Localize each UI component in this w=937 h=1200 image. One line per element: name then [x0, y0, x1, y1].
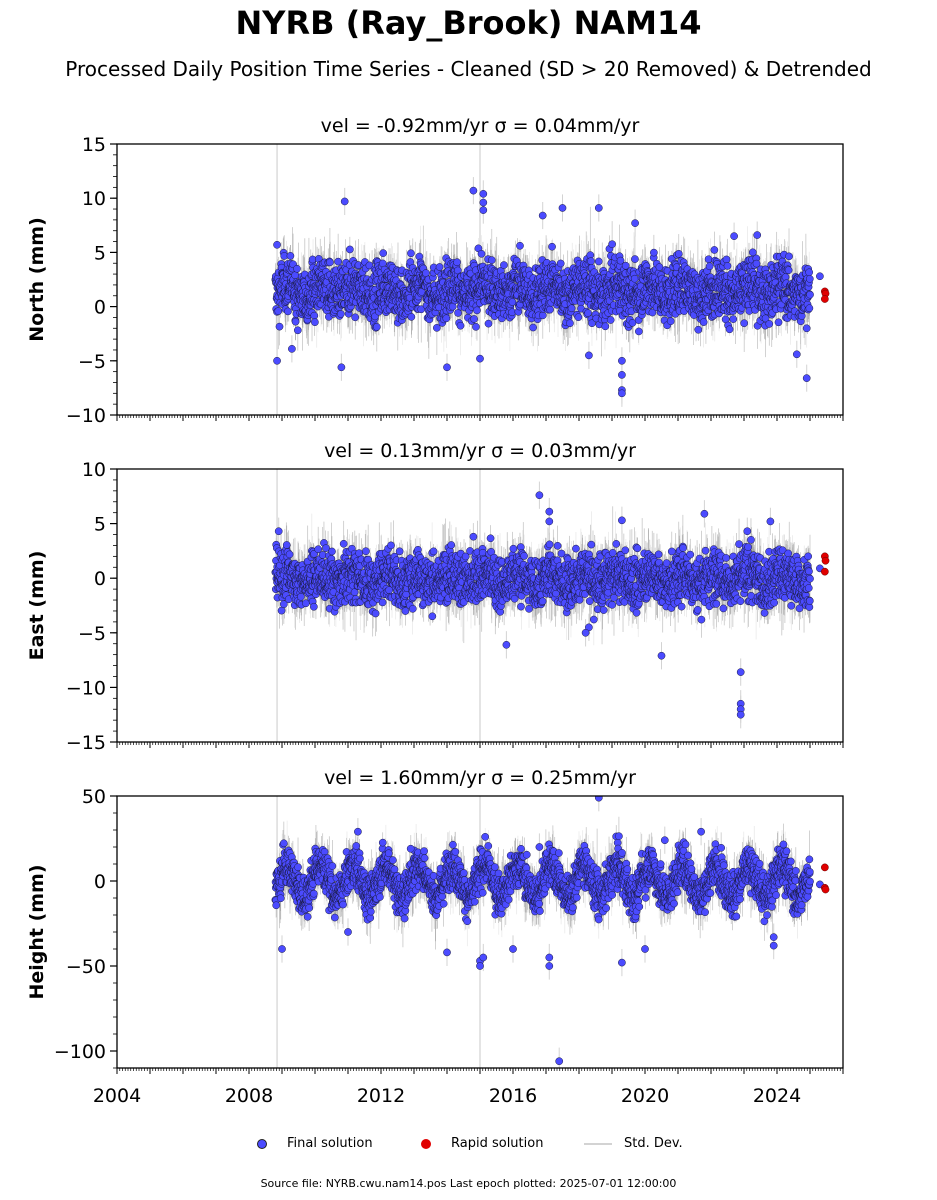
final-point	[435, 263, 444, 271]
final-point	[500, 261, 508, 269]
final-point	[372, 323, 381, 331]
final-point	[346, 245, 354, 254]
final-point	[546, 305, 554, 314]
final-point	[548, 242, 556, 251]
final-point	[407, 313, 416, 321]
final-point	[291, 271, 299, 280]
final-point	[567, 304, 576, 313]
final-solution-points	[271, 186, 824, 398]
final-point	[729, 315, 738, 323]
final-point	[710, 246, 719, 254]
final-point	[666, 317, 675, 326]
final-point	[310, 311, 319, 320]
final-point	[635, 327, 643, 336]
final-point	[584, 309, 592, 317]
final-point	[601, 322, 610, 331]
final-point	[631, 255, 639, 263]
final-point	[422, 269, 430, 277]
final-point	[587, 257, 595, 265]
final-point	[704, 255, 713, 264]
final-point	[472, 323, 480, 331]
final-point	[274, 307, 283, 315]
final-point	[650, 248, 658, 257]
final-point	[508, 298, 517, 306]
final-point	[453, 258, 461, 267]
final-point	[334, 257, 342, 266]
final-point	[487, 256, 496, 264]
final-point	[723, 262, 732, 270]
final-point	[538, 311, 547, 320]
final-point	[630, 274, 639, 283]
final-point	[286, 252, 295, 260]
final-point	[516, 241, 524, 250]
final-point	[379, 249, 388, 257]
final-point	[594, 257, 603, 266]
final-point	[699, 318, 708, 326]
final-point	[417, 305, 426, 314]
final-point	[608, 240, 616, 249]
final-point	[740, 319, 749, 328]
final-point	[674, 249, 683, 258]
final-point	[566, 319, 574, 328]
final-point	[722, 255, 731, 264]
final-point	[473, 306, 481, 315]
final-point	[477, 249, 486, 258]
final-point	[442, 314, 451, 323]
final-point	[336, 310, 345, 318]
final-point	[284, 307, 292, 316]
final-point	[529, 323, 537, 332]
chart-title: NYRB (Ray_Brook) NAM14	[235, 4, 702, 42]
final-point	[705, 262, 714, 271]
final-point	[470, 315, 478, 323]
final-point	[311, 318, 319, 327]
final-point	[606, 316, 615, 324]
final-point	[291, 317, 300, 326]
final-point	[433, 324, 441, 332]
final-point	[574, 313, 583, 322]
final-point	[484, 319, 493, 328]
final-point	[725, 325, 734, 334]
final-point	[456, 321, 465, 330]
final-point	[454, 309, 462, 317]
plot-area	[271, 144, 830, 415]
final-point	[293, 326, 302, 335]
chart-subtitle: Processed Daily Position Time Series - C…	[65, 57, 872, 81]
final-point	[407, 249, 415, 258]
final-point	[365, 261, 374, 270]
final-point	[326, 258, 334, 267]
final-point	[556, 259, 565, 268]
final-point	[694, 325, 703, 334]
final-point	[293, 264, 301, 273]
final-point	[351, 313, 360, 322]
final-point	[275, 322, 284, 331]
